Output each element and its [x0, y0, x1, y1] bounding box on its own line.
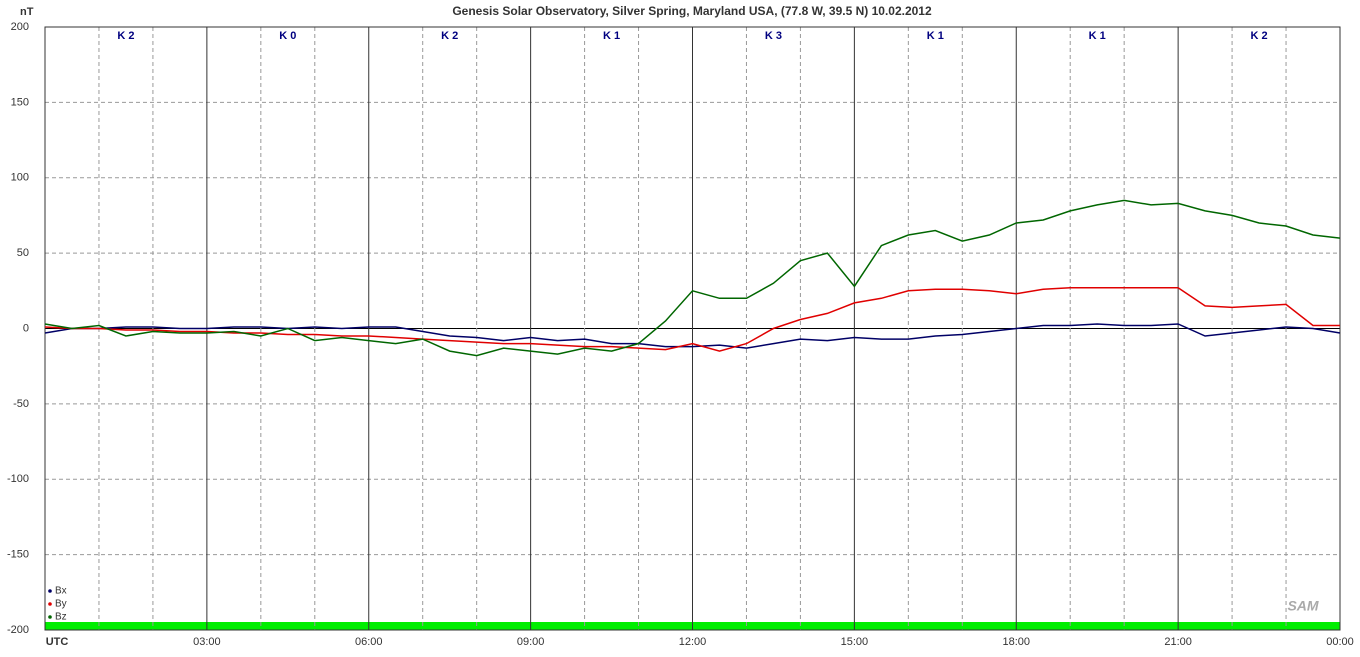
y-tick-label: -200 [7, 624, 29, 636]
x-tick-label: UTC [46, 636, 69, 648]
logo: SAM [1287, 598, 1318, 614]
chart-title: Genesis Solar Observatory, Silver Spring… [452, 4, 932, 18]
k-index-label: K 3 [765, 30, 782, 42]
y-axis-label: nT [20, 6, 34, 18]
k-index-label: K 2 [117, 30, 134, 42]
legend-marker [48, 602, 52, 606]
x-tick-label: 15:00 [841, 636, 869, 648]
legend-label: Bz [55, 612, 67, 623]
x-tick-label: 06:00 [355, 636, 383, 648]
series-line [44, 199, 1341, 357]
legend-label: Bx [55, 586, 67, 597]
x-tick-label: 18:00 [1002, 636, 1030, 648]
y-tick-label: -100 [7, 473, 29, 485]
k-index-label: K 2 [1251, 30, 1268, 42]
y-tick-label: 200 [11, 21, 29, 33]
x-tick-label: 03:00 [193, 636, 221, 648]
k-index-label: K 1 [927, 30, 944, 42]
series-line [44, 287, 1340, 352]
k-index-label: K 0 [279, 30, 296, 42]
k-index-label: K 1 [603, 30, 620, 42]
x-tick-label: 09:00 [517, 636, 545, 648]
y-tick-label: 50 [17, 247, 29, 259]
y-tick-label: 100 [11, 172, 29, 184]
plot-frame [44, 26, 1341, 631]
k-index-label: K 2 [441, 30, 458, 42]
legend-marker [48, 615, 52, 619]
y-tick-label: 0 [23, 322, 29, 334]
x-tick-label: 21:00 [1164, 636, 1192, 648]
x-tick-label: 12:00 [679, 636, 707, 648]
k-index-label: K 1 [1089, 30, 1106, 42]
y-tick-label: -50 [13, 398, 29, 410]
legend-marker [48, 589, 52, 593]
y-tick-label: 150 [11, 96, 29, 108]
series-line [44, 323, 1341, 349]
legend-label: By [55, 599, 67, 610]
x-tick-label: 00:00 [1326, 636, 1354, 648]
y-tick-label: -150 [7, 549, 29, 561]
